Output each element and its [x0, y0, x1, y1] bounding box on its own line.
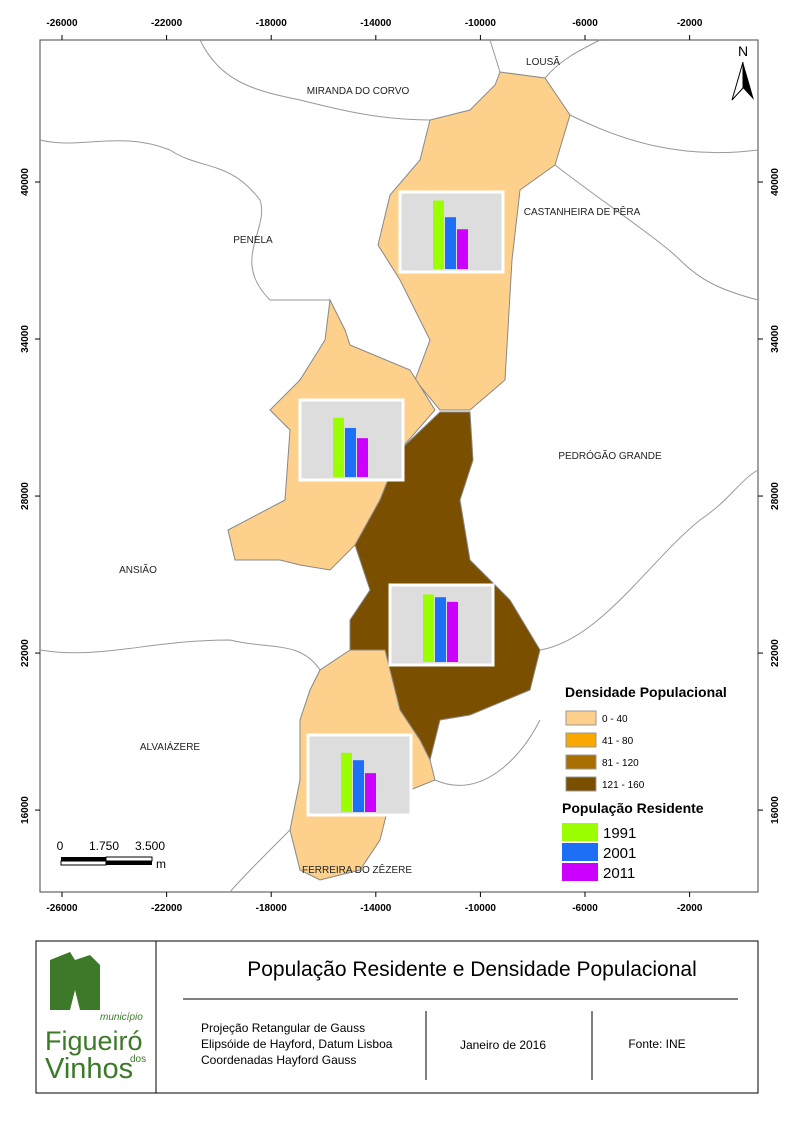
scale-label: 0: [57, 839, 64, 853]
y-tick-label: 22000: [20, 639, 31, 667]
x-tick-label: -26000: [46, 18, 78, 29]
place-label: ALVAIÁZERE: [140, 740, 201, 753]
x-tick-label: -14000: [360, 903, 392, 914]
place-label: PENELA: [233, 235, 273, 246]
projection-line: Projeção Retangular de Gauss: [201, 1021, 365, 1035]
logo-text: Vinhos: [45, 1053, 133, 1085]
scale-label: 3.500: [135, 839, 165, 853]
north-arrow: N: [731, 43, 754, 101]
legend-label: 1991: [603, 825, 636, 842]
population-bar: [365, 773, 376, 812]
x-tick-label: -22000: [151, 18, 183, 29]
population-bar: [345, 427, 356, 477]
legend-swatch: [565, 754, 597, 770]
logo: município Figueiró dos Vinhos: [45, 952, 146, 1085]
logo-text: Figueiró: [45, 1026, 143, 1056]
y-tick-label: 16000: [20, 796, 31, 824]
municipality-borders: [39, 39, 759, 893]
x-tick-label: -26000: [46, 903, 78, 914]
x-tick-label: -10000: [465, 903, 497, 914]
legend-label: 41 - 80: [602, 736, 634, 747]
x-tick-label: -6000: [572, 903, 598, 914]
place-label: ANSIÃO: [119, 563, 157, 576]
projection-line: Coordenadas Hayford Gauss: [201, 1053, 356, 1067]
legend-label: 2001: [603, 845, 636, 862]
population-bar: [445, 217, 456, 269]
x-tick-label: -18000: [256, 18, 288, 29]
y-tick-label: 28000: [20, 482, 31, 510]
place-label: FERREIRA DO ZÊZERE: [302, 863, 412, 876]
x-tick-label: -14000: [360, 18, 392, 29]
legend-swatch: [562, 863, 598, 881]
scale-unit: m: [156, 857, 166, 871]
source: Fonte: INE: [628, 1037, 685, 1051]
population-bar: [435, 597, 446, 662]
y-tick-label: 28000: [770, 482, 781, 510]
legend-label: 2011: [603, 865, 635, 882]
legend-swatch: [565, 732, 597, 748]
legend-title: População Residente: [562, 800, 704, 816]
legend-label: 121 - 160: [602, 780, 645, 791]
footer: População Residente e Densidade Populaci…: [35, 940, 759, 1094]
population-bar: [457, 229, 468, 269]
legend-swatch: [562, 823, 598, 841]
population-bar: [333, 417, 344, 477]
legend-swatch: [562, 843, 598, 861]
place-label: MIRANDA DO CORVO: [307, 86, 410, 97]
footer-title: População Residente e Densidade Populaci…: [247, 958, 697, 981]
y-tick-label: 16000: [770, 796, 781, 824]
place-label: LOUSÃ: [526, 55, 560, 68]
x-tick-label: -6000: [572, 18, 598, 29]
legend-label: 0 - 40: [602, 714, 628, 725]
x-tick-label: -10000: [465, 18, 497, 29]
legend-swatch: [565, 776, 597, 792]
y-tick-label: 34000: [20, 325, 31, 353]
north-label: N: [738, 43, 748, 59]
y-tick-label: 22000: [770, 639, 781, 667]
date: Janeiro de 2016: [460, 1038, 546, 1052]
population-bar: [341, 752, 352, 812]
legend-label: 81 - 120: [602, 758, 639, 769]
legend: Densidade Populacional População Residen…: [562, 684, 727, 882]
legend-swatch: [565, 710, 597, 726]
logo-text: dos: [130, 1054, 146, 1065]
population-bar: [357, 438, 368, 477]
logo-text: município: [100, 1012, 143, 1023]
place-label: CASTANHEIRA DE PÊRA: [524, 205, 641, 218]
population-bar: [433, 200, 444, 269]
population-bar: [423, 594, 434, 662]
legend-title: Densidade Populacional: [565, 684, 727, 700]
place-labels: LOUSÃ MIRANDA DO CORVO CASTANHEIRA DE PÊ…: [119, 55, 662, 876]
projection-line: Elipsóide de Hayford, Datum Lisboa: [201, 1037, 393, 1051]
scale-label: 1.750: [89, 839, 119, 853]
scale-bar: 0 1.750 3.500 m: [57, 839, 166, 871]
population-bar: [447, 601, 458, 662]
y-tick-label: 40000: [20, 168, 31, 196]
y-tick-label: 40000: [770, 168, 781, 196]
x-tick-label: -18000: [256, 903, 288, 914]
x-tick-label: -2000: [677, 903, 703, 914]
x-tick-label: -2000: [677, 18, 703, 29]
place-label: PEDRÓGÃO GRANDE: [558, 449, 662, 462]
x-tick-label: -22000: [151, 903, 183, 914]
population-bar: [353, 760, 364, 812]
y-tick-label: 34000: [770, 325, 781, 353]
